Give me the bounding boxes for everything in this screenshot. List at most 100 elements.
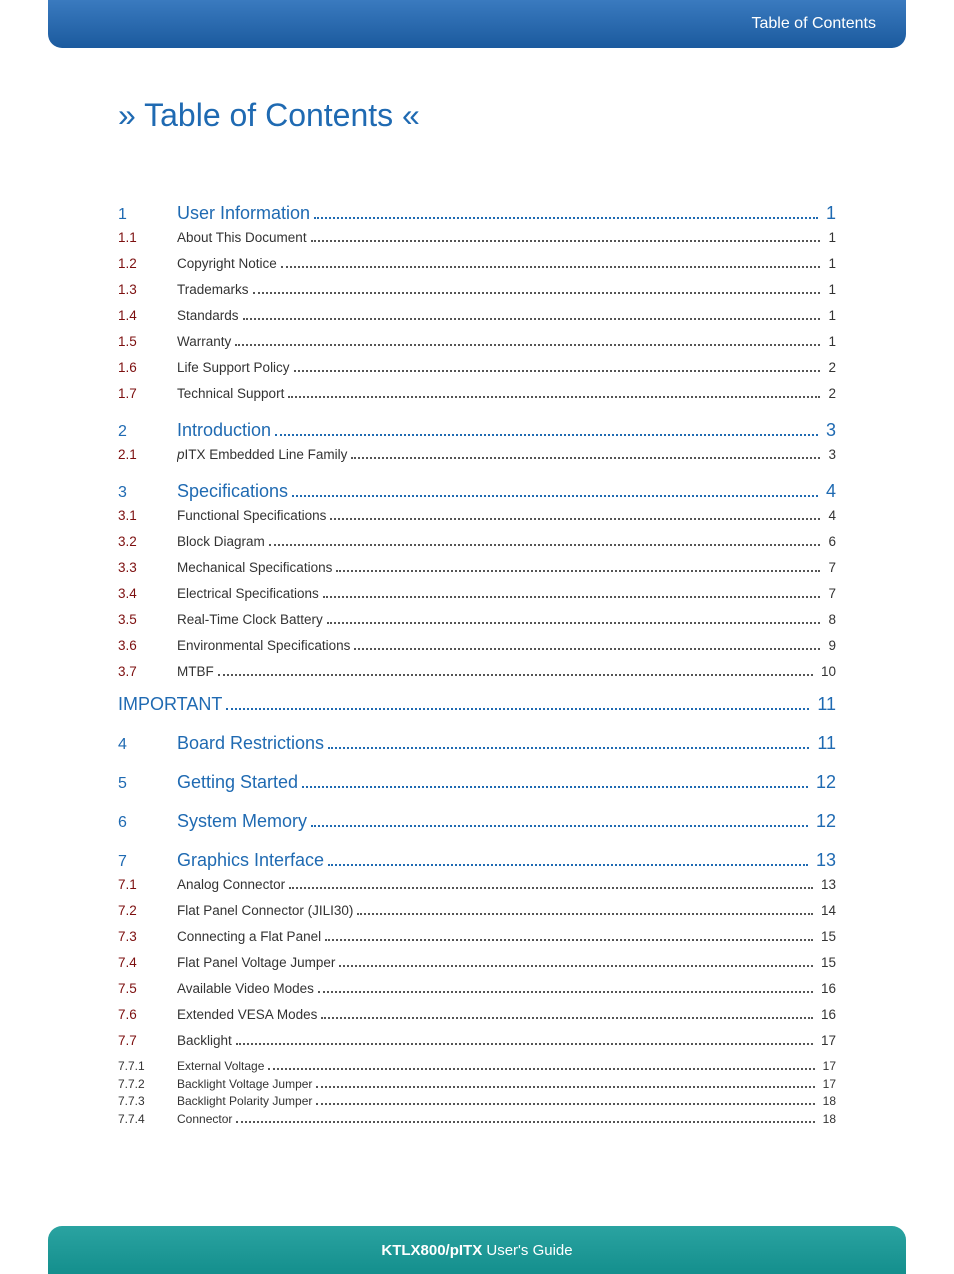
toc-label-wrap: Analog Connector 13	[177, 877, 836, 893]
toc-leader-dots	[354, 648, 820, 650]
toc-label[interactable]: External Voltage	[177, 1059, 264, 1075]
toc-page[interactable]: 1	[824, 308, 836, 323]
toc-page[interactable]: 1	[824, 282, 836, 297]
toc-label[interactable]: Backlight Voltage Jumper	[177, 1077, 312, 1093]
toc-page[interactable]: 12	[812, 811, 836, 832]
toc-number: 3.1	[118, 508, 177, 523]
toc-row: 3.2Block Diagram6	[118, 534, 836, 550]
toc-body: 1User Information11.1About This Document…	[118, 185, 836, 1129]
toc-row: 7.2Flat Panel Connector (JILI30) 14	[118, 903, 836, 919]
toc-page[interactable]: 6	[824, 534, 836, 549]
toc-label[interactable]: Getting Started	[177, 772, 298, 793]
toc-number: 1.5	[118, 334, 177, 349]
toc-label[interactable]: Trademarks	[177, 282, 249, 297]
toc-number: 3	[118, 484, 177, 502]
toc-number: 5	[118, 775, 177, 793]
toc-label[interactable]: Backlight	[177, 1033, 232, 1048]
toc-label[interactable]: Warranty	[177, 334, 231, 349]
toc-label[interactable]: Flat Panel Voltage Jumper	[177, 955, 335, 970]
toc-page[interactable]: 17	[817, 1033, 836, 1048]
toc-label[interactable]: Available Video Modes	[177, 981, 314, 996]
toc-label[interactable]: Electrical Specifications	[177, 586, 319, 601]
toc-leader-dots	[311, 825, 808, 827]
toc-label[interactable]: Specifications	[177, 481, 288, 502]
toc-page[interactable]: 10	[817, 664, 836, 679]
toc-label[interactable]: MTBF	[177, 664, 214, 679]
toc-page[interactable]: 7	[824, 560, 836, 575]
toc-page[interactable]: 3	[824, 447, 836, 462]
toc-label[interactable]: Board Restrictions	[177, 733, 324, 754]
toc-label[interactable]: Backlight Polarity Jumper	[177, 1094, 312, 1110]
toc-page[interactable]: 11	[813, 733, 836, 754]
toc-page[interactable]: 13	[812, 850, 836, 871]
toc-page[interactable]: 13	[817, 877, 836, 892]
toc-page[interactable]: 15	[817, 929, 836, 944]
toc-number: 2	[118, 423, 177, 441]
toc-label[interactable]: IMPORTANT	[118, 694, 222, 715]
toc-page[interactable]: 2	[824, 386, 836, 401]
toc-page[interactable]: 1	[824, 334, 836, 349]
toc-page[interactable]: 1	[824, 256, 836, 271]
toc-page[interactable]: 8	[824, 612, 836, 627]
toc-page[interactable]: 7	[824, 586, 836, 601]
toc-label[interactable]: Mechanical Specifications	[177, 560, 332, 575]
toc-row: 1.3Trademarks1	[118, 282, 836, 298]
toc-row: 5Getting Started 12	[118, 772, 836, 793]
toc-page[interactable]: 16	[817, 981, 836, 996]
toc-page[interactable]: 1	[822, 203, 836, 224]
toc-label-wrap: pITX Embedded Line Family 3	[177, 447, 836, 463]
toc-label[interactable]: User Information	[177, 203, 310, 224]
toc-page[interactable]: 1	[824, 230, 836, 245]
toc-label[interactable]: Introduction	[177, 420, 271, 441]
toc-page[interactable]: 17	[819, 1077, 836, 1093]
toc-label[interactable]: System Memory	[177, 811, 307, 832]
page-title: » Table of Contents «	[118, 97, 420, 134]
toc-page[interactable]: 4	[824, 508, 836, 523]
toc-page[interactable]: 12	[812, 772, 836, 793]
toc-label-wrap: Specifications 4	[177, 481, 836, 502]
toc-label-wrap: IMPORTANT 11	[118, 694, 836, 715]
toc-row: 7Graphics Interface 13	[118, 850, 836, 871]
toc-label[interactable]: Graphics Interface	[177, 850, 324, 871]
toc-number: 7.2	[118, 903, 177, 918]
toc-row: 7.6Extended VESA Modes16	[118, 1007, 836, 1023]
toc-label[interactable]: Block Diagram	[177, 534, 265, 549]
toc-number: 3.4	[118, 586, 177, 601]
toc-label[interactable]: Copyright Notice	[177, 256, 277, 271]
toc-page[interactable]: 3	[822, 420, 836, 441]
toc-label[interactable]: Technical Support	[177, 386, 284, 401]
toc-label-wrap: Copyright Notice 1	[177, 256, 836, 272]
toc-page[interactable]: 11	[813, 694, 836, 715]
toc-page[interactable]: 16	[817, 1007, 836, 1022]
toc-row: 1.6Life Support Policy2	[118, 360, 836, 376]
toc-leader-dots	[288, 396, 820, 398]
toc-label[interactable]: pITX Embedded Line Family	[177, 447, 347, 462]
toc-number: 6	[118, 814, 177, 832]
toc-label[interactable]: Standards	[177, 308, 239, 323]
toc-page[interactable]: 17	[819, 1059, 836, 1075]
toc-number: 3.6	[118, 638, 177, 653]
toc-label[interactable]: Connecting a Flat Panel	[177, 929, 321, 944]
footer-text: KTLX800/pITX User's Guide	[381, 1242, 572, 1259]
toc-page[interactable]: 15	[817, 955, 836, 970]
toc-label[interactable]: Analog Connector	[177, 877, 285, 892]
toc-page[interactable]: 18	[819, 1094, 836, 1110]
toc-label[interactable]: Connector	[177, 1112, 232, 1128]
toc-label-wrap: Real-Time Clock Battery 8	[177, 612, 836, 628]
toc-page[interactable]: 9	[824, 638, 836, 653]
footer-bar: KTLX800/pITX User's Guide	[48, 1226, 906, 1274]
toc-number: 7	[118, 853, 177, 871]
toc-label[interactable]: Functional Specifications	[177, 508, 326, 523]
toc-page[interactable]: 18	[819, 1112, 836, 1128]
toc-row: 3.7MTBF10	[118, 664, 836, 680]
toc-label[interactable]: Flat Panel Connector (JILI30)	[177, 903, 353, 918]
toc-label-wrap: About This Document 1	[177, 230, 836, 246]
toc-label[interactable]: Real-Time Clock Battery	[177, 612, 323, 627]
toc-page[interactable]: 14	[817, 903, 836, 918]
toc-label[interactable]: About This Document	[177, 230, 307, 245]
toc-label[interactable]: Environmental Specifications	[177, 638, 350, 653]
toc-label[interactable]: Extended VESA Modes	[177, 1007, 317, 1022]
toc-page[interactable]: 2	[824, 360, 836, 375]
toc-label[interactable]: Life Support Policy	[177, 360, 290, 375]
toc-page[interactable]: 4	[822, 481, 836, 502]
